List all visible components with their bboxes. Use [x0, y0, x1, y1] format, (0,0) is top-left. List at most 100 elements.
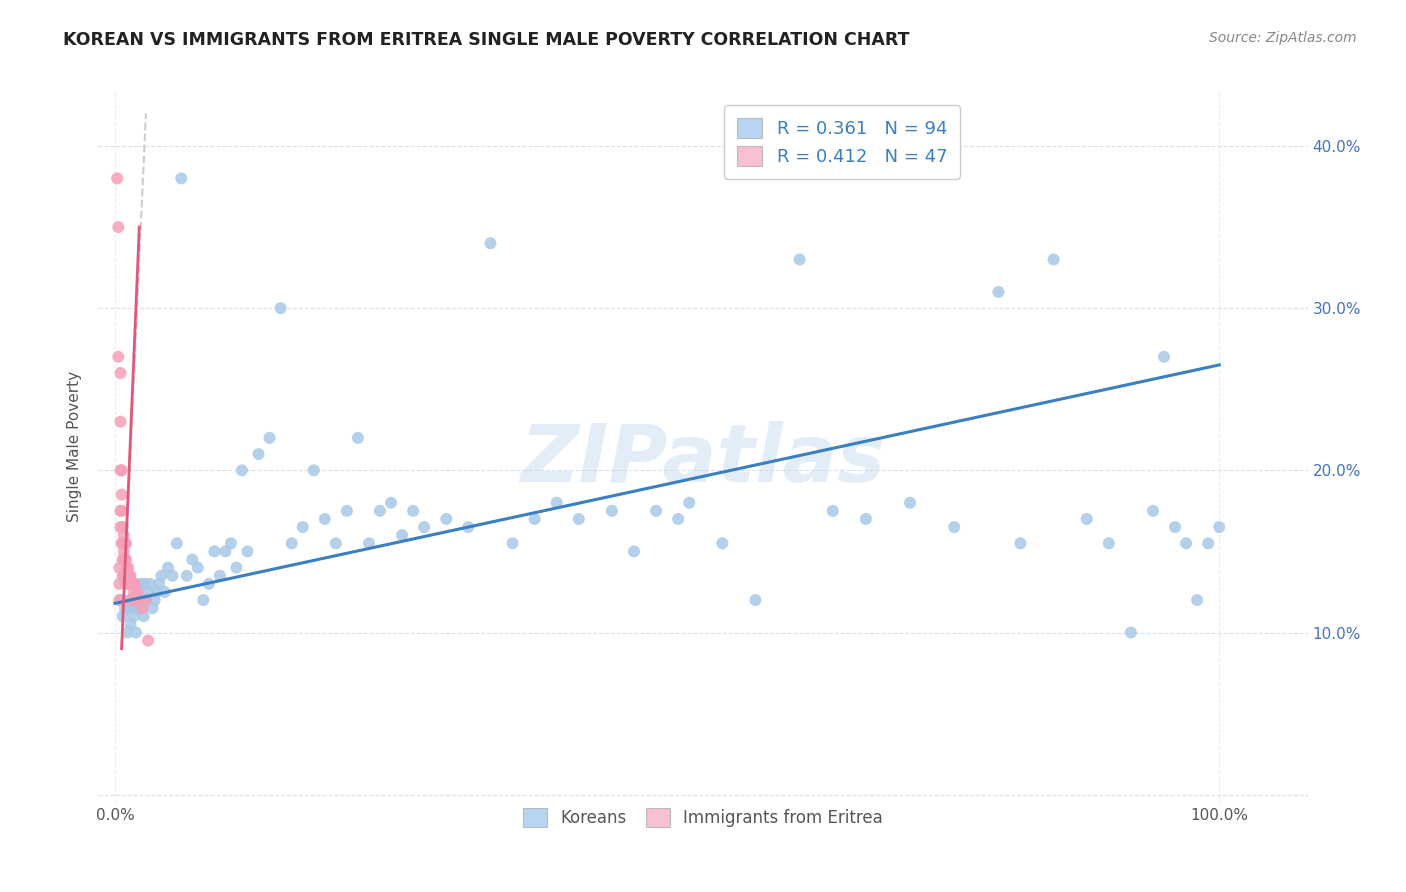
Point — [181, 552, 204, 566]
Point — [111, 609, 134, 624]
Point — [898, 496, 921, 510]
Point — [111, 552, 134, 566]
Point — [136, 633, 159, 648]
Point — [107, 350, 129, 364]
Point — [115, 568, 138, 582]
Point — [111, 536, 134, 550]
Point — [391, 528, 413, 542]
Point — [117, 601, 139, 615]
Point — [176, 568, 198, 582]
Point — [744, 593, 766, 607]
Point — [855, 512, 877, 526]
Point — [136, 585, 159, 599]
Point — [1185, 593, 1208, 607]
Point — [259, 431, 281, 445]
Point — [148, 577, 170, 591]
Point — [153, 585, 176, 599]
Point — [110, 504, 132, 518]
Point — [115, 577, 138, 591]
Point — [112, 568, 135, 582]
Point — [120, 617, 142, 632]
Point — [131, 601, 153, 615]
Point — [943, 520, 966, 534]
Point — [125, 625, 148, 640]
Point — [125, 601, 148, 615]
Point — [105, 171, 128, 186]
Point — [110, 463, 132, 477]
Point — [110, 415, 132, 429]
Point — [115, 568, 138, 582]
Point — [110, 520, 132, 534]
Point — [128, 593, 150, 607]
Point — [479, 236, 502, 251]
Point — [302, 463, 325, 477]
Point — [357, 536, 380, 550]
Point — [821, 504, 844, 518]
Point — [202, 544, 225, 558]
Point — [108, 593, 131, 607]
Point — [146, 585, 169, 599]
Point — [118, 568, 141, 582]
Point — [325, 536, 347, 550]
Point — [122, 585, 145, 599]
Point — [143, 593, 166, 607]
Point — [124, 577, 146, 591]
Point — [187, 560, 209, 574]
Point — [523, 512, 546, 526]
Point — [115, 536, 138, 550]
Point — [225, 560, 247, 574]
Point — [121, 577, 143, 591]
Point — [1175, 536, 1198, 550]
Point — [125, 593, 148, 607]
Point — [115, 552, 138, 566]
Point — [1164, 520, 1187, 534]
Point — [111, 520, 134, 534]
Point — [280, 536, 302, 550]
Point — [128, 593, 150, 607]
Point — [193, 593, 215, 607]
Point — [247, 447, 270, 461]
Point — [107, 220, 129, 235]
Point — [114, 552, 136, 566]
Point — [135, 593, 157, 607]
Point — [236, 544, 259, 558]
Point — [1142, 504, 1164, 518]
Point — [114, 536, 136, 550]
Point — [117, 560, 139, 574]
Text: Source: ZipAtlas.com: Source: ZipAtlas.com — [1209, 31, 1357, 45]
Point — [110, 504, 132, 518]
Legend: Koreans, Immigrants from Eritrea: Koreans, Immigrants from Eritrea — [516, 802, 890, 834]
Point — [1197, 536, 1219, 550]
Point — [124, 593, 146, 607]
Point — [413, 520, 436, 534]
Point — [198, 577, 221, 591]
Point — [132, 609, 155, 624]
Point — [170, 171, 193, 186]
Point — [131, 601, 153, 615]
Point — [1010, 536, 1032, 550]
Point — [623, 544, 645, 558]
Point — [114, 568, 136, 582]
Point — [121, 601, 143, 615]
Point — [380, 496, 402, 510]
Point — [987, 285, 1010, 299]
Point — [645, 504, 668, 518]
Point — [150, 568, 173, 582]
Point — [156, 560, 179, 574]
Point — [502, 536, 524, 550]
Point — [121, 577, 143, 591]
Point — [1119, 625, 1142, 640]
Point — [121, 577, 143, 591]
Point — [141, 601, 163, 615]
Point — [546, 496, 568, 510]
Point — [112, 544, 135, 558]
Point — [115, 625, 138, 640]
Point — [219, 536, 242, 550]
Point — [108, 560, 131, 574]
Point — [208, 568, 231, 582]
Point — [135, 593, 157, 607]
Point — [115, 560, 138, 574]
Point — [1098, 536, 1121, 550]
Point — [270, 301, 292, 315]
Point — [214, 544, 236, 558]
